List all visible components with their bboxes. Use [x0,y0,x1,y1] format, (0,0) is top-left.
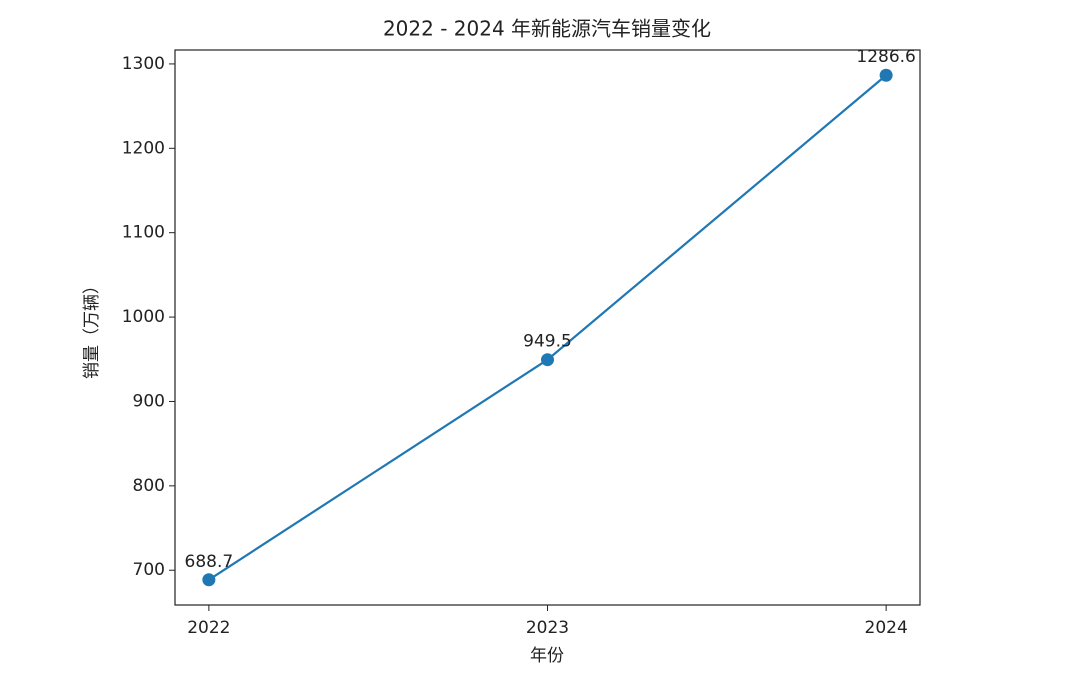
data-point [541,353,554,367]
x-axis-label: 年份 [530,646,564,666]
chart-title: 2022 - 2024 年新能源汽车销量变化 [383,17,711,41]
y-tick-label: 900 [133,391,165,411]
y-tick-label: 1000 [122,307,165,327]
data-label: 1286.6 [856,47,915,67]
data-point [879,68,893,82]
data-point [202,573,216,587]
data-label: 688.7 [185,552,234,572]
x-tick-label: 2024 [865,618,908,638]
y-tick-label: 700 [133,560,165,580]
y-tick-label: 1100 [122,223,165,243]
y-tick-label: 1200 [122,138,165,158]
x-tick-label: 2023 [526,618,569,638]
data-label: 949.5 [523,332,572,352]
plot-frame [174,49,921,606]
y-axis-label: 销量（万辆） [82,277,102,379]
series-line [208,74,887,581]
y-tick-label: 800 [133,476,165,496]
y-tick-label: 1300 [122,54,165,74]
x-tick-label: 2022 [187,618,230,638]
